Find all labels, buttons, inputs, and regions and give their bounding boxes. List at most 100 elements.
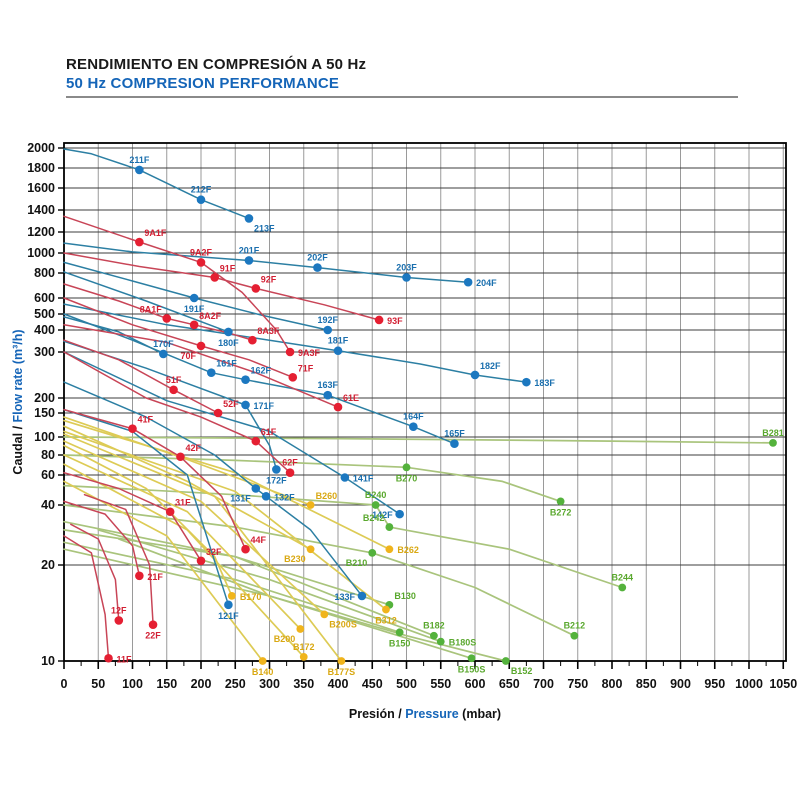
series-curve: [63, 436, 774, 444]
x-axis-title: Presión / Pressure (mbar): [349, 707, 501, 721]
data-point-41F: [128, 424, 137, 434]
y-axis-tick-label: 20: [41, 558, 55, 572]
series-label-B210: B210: [346, 558, 368, 568]
data-point-B312: [382, 605, 390, 614]
series-label-62F: 62F: [282, 458, 298, 468]
data-point-132F: [261, 491, 271, 501]
data-point-8A2F: [189, 320, 199, 330]
x-axis-tick-label: 1050: [769, 677, 797, 691]
series-label-141F: 141F: [353, 474, 374, 484]
data-point-203F: [402, 273, 411, 282]
data-point-141F: [340, 473, 350, 482]
data-point-52F: [213, 408, 223, 418]
data-point-32F: [196, 556, 206, 566]
series-label-B130: B130: [394, 591, 416, 601]
y-axis-tick-label: 10: [41, 654, 55, 668]
series-label-192F: 192F: [317, 315, 338, 325]
series-curve: [63, 444, 233, 597]
title-block: RENDIMIENTO EN COMPRESIÓN A 50 Hz 50 Hz …: [66, 56, 738, 98]
data-point-191F: [189, 293, 199, 303]
data-point-31F: [165, 507, 175, 517]
series-label-41F: 41F: [138, 415, 154, 425]
data-point-93F: [374, 315, 384, 325]
y-axis-tick-label: 1000: [27, 246, 55, 260]
series-label-131F: 131F: [230, 493, 251, 503]
series-label-8A3F: 8A3F: [257, 326, 280, 336]
data-point-B244: [618, 583, 627, 592]
series-label-121F: 121F: [218, 611, 239, 621]
series-curve: [63, 454, 302, 630]
data-point-9A2F: [196, 258, 206, 267]
data-point-21F: [135, 571, 144, 581]
y-axis-tick-label: 400: [34, 323, 55, 337]
x-axis-tick-label: 800: [602, 677, 623, 691]
x-axis-tick-label: 1000: [735, 677, 763, 691]
data-point-B240: [371, 501, 380, 509]
series-label-B270: B270: [396, 473, 418, 483]
series-label-91F: 91F: [220, 263, 236, 273]
y-axis-tick-label: 200: [34, 391, 55, 405]
series-curve: [63, 252, 380, 321]
series-label-21F: 21F: [147, 572, 163, 582]
data-point-B272: [556, 497, 565, 506]
data-point-11F: [104, 653, 113, 663]
data-point-B262: [385, 545, 394, 554]
series-curve: [63, 408, 230, 606]
x-axis-tick-label: 900: [670, 677, 691, 691]
series-label-B150: B150: [389, 638, 411, 648]
y-axis-tick-label: 100: [34, 430, 55, 444]
data-point-180F: [224, 327, 233, 337]
series-label-B152: B152: [511, 666, 533, 676]
series-label-B312: B312: [375, 616, 397, 626]
data-point-42F: [176, 452, 185, 462]
series-label-164F: 164F: [403, 412, 424, 422]
series-curve: [63, 351, 291, 474]
series-label-9A1F: 9A1F: [144, 228, 167, 238]
x-axis-tick-label: 200: [191, 677, 212, 691]
data-point-8A3F: [248, 335, 257, 345]
series-label-182F: 182F: [480, 361, 501, 371]
series-label-B200S: B200S: [329, 619, 357, 629]
data-point-22F: [148, 620, 158, 629]
data-point-B172: [299, 653, 308, 661]
series-label-212F: 212F: [191, 185, 212, 195]
series-curve: [63, 339, 219, 414]
data-point-163F: [323, 390, 333, 400]
series-label-B172: B172: [293, 642, 315, 652]
data-point-B170: [227, 592, 236, 600]
series-curve: [63, 419, 391, 551]
series-label-B244: B244: [612, 573, 634, 583]
y-axis-tick-label: 600: [34, 291, 55, 305]
series-label-B240: B240: [365, 490, 387, 500]
series-curve: [63, 433, 343, 662]
data-point-192F: [323, 325, 333, 335]
series-curve: [63, 283, 254, 341]
data-point-B152: [501, 657, 510, 665]
data-point-165F: [450, 439, 459, 449]
series-curve: [63, 430, 387, 611]
series-curve: [63, 463, 305, 658]
data-point-B182: [430, 631, 438, 640]
series-curve: [83, 493, 154, 626]
data-point-121F: [224, 600, 233, 610]
compression-performance-chart: 2000180016001400120010008006005004003002…: [11, 141, 797, 721]
series-label-133F: 133F: [334, 592, 355, 602]
data-point-92F: [251, 284, 261, 293]
series-label-61F: 61F: [261, 427, 277, 437]
data-point-71F: [288, 373, 298, 382]
series-label-162F: 162F: [251, 366, 272, 376]
y-axis-tick-label: 1800: [27, 161, 55, 175]
series-curve: [97, 529, 442, 643]
series-label-12F: 12F: [111, 605, 127, 615]
data-point-B200S: [320, 610, 329, 619]
data-point-B150: [395, 628, 404, 637]
series-label-B272: B272: [550, 507, 572, 517]
series-curve: [63, 440, 326, 616]
x-axis-tick-label: 500: [396, 677, 417, 691]
x-axis-tick-label: 850: [636, 677, 657, 691]
series-label-32F: 32F: [206, 547, 222, 557]
data-point-212F: [196, 195, 206, 205]
series-label-171F: 171F: [254, 401, 275, 411]
series-label-163F: 163F: [317, 380, 338, 390]
